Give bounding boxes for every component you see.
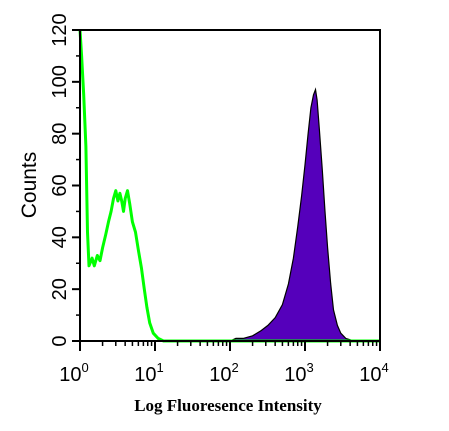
y-tick-label: 120 <box>49 13 71 46</box>
x-tick-label: 101 <box>134 360 163 386</box>
plot-frame <box>79 29 381 342</box>
y-tick-label: 80 <box>49 123 71 145</box>
x-tick-label: 102 <box>209 360 238 386</box>
y-axis-label: Counts <box>18 152 41 219</box>
x-tick-label: 104 <box>359 360 388 386</box>
y-tick-label: 20 <box>49 278 71 300</box>
plot-area <box>78 29 380 343</box>
x-tick-label: 100 <box>59 360 88 386</box>
histogram-outline-series <box>78 29 380 343</box>
y-tick-label: 0 <box>49 335 71 346</box>
y-tick-label: 100 <box>49 65 71 98</box>
y-tick-label: 60 <box>49 174 71 196</box>
y-tick-label: 40 <box>49 226 71 248</box>
x-axis-label: Log Fluoresence Intensity <box>134 396 322 415</box>
axes: 100 101 102 103 104 0 20 40 60 80 100 120 <box>49 13 389 386</box>
x-tick-label: 103 <box>284 360 313 386</box>
histogram-filled-series <box>80 87 380 342</box>
